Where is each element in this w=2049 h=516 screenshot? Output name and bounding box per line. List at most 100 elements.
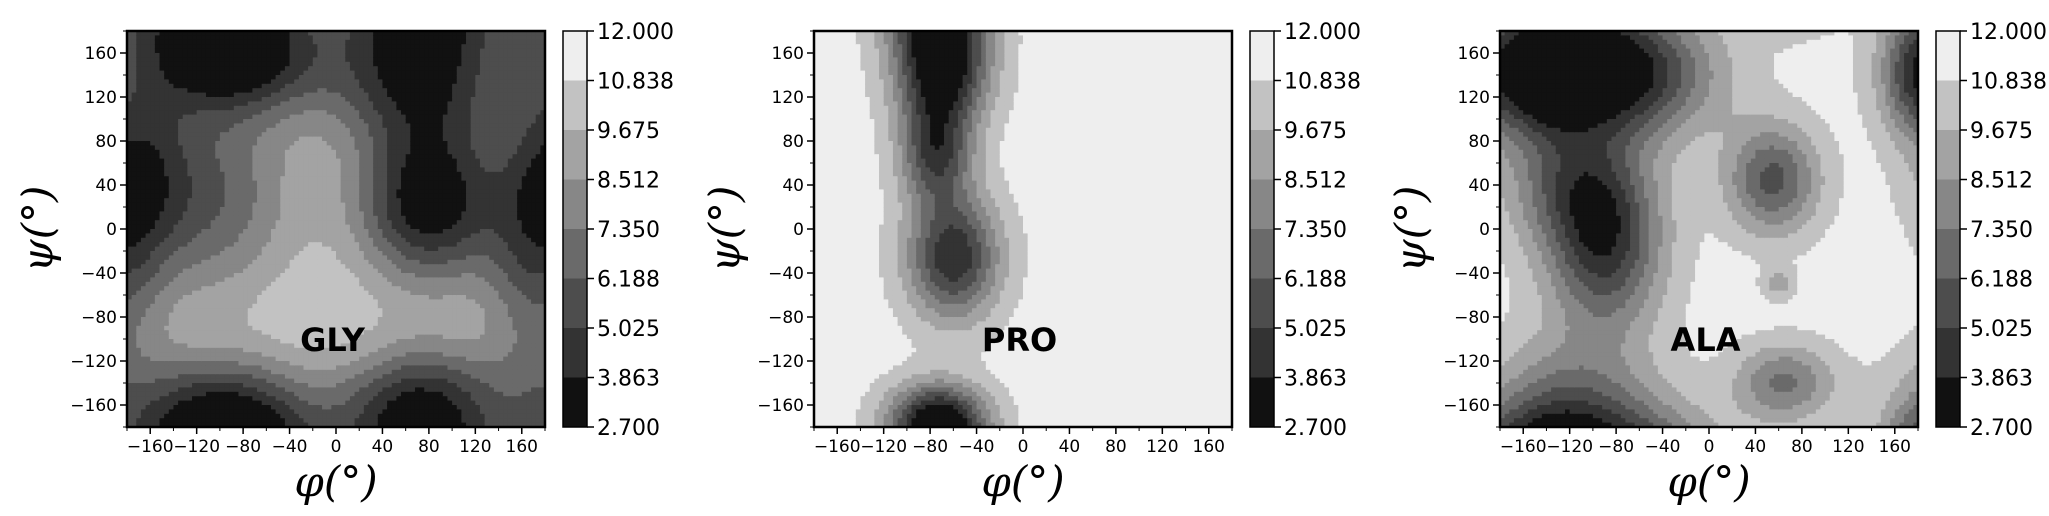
heatmap-cell — [284, 167, 291, 173]
heatmap-cell — [303, 308, 309, 314]
heatmap-cell — [201, 308, 207, 314]
heatmap-cell — [168, 79, 175, 85]
heatmap-cell — [349, 339, 356, 344]
heatmap-cell — [196, 268, 202, 274]
heatmap-cell — [294, 369, 300, 375]
heatmap-cell — [373, 211, 379, 217]
heatmap-cell — [382, 211, 388, 217]
heatmap-cell — [182, 70, 188, 76]
heatmap-cell — [154, 295, 161, 300]
heatmap-cell — [294, 233, 300, 239]
heatmap-cell — [178, 149, 184, 155]
heatmap-cell — [187, 123, 193, 129]
heatmap-cell — [201, 207, 207, 212]
heatmap-cell — [317, 53, 323, 58]
heatmap-cell — [173, 246, 179, 252]
heatmap-cell — [359, 299, 365, 305]
heatmap-cell — [294, 83, 300, 89]
heatmap-cell — [238, 185, 244, 190]
heatmap-cell — [280, 405, 286, 410]
heatmap-cell — [275, 299, 281, 305]
heatmap-cell — [205, 391, 212, 397]
heatmap-cell — [187, 202, 193, 208]
heatmap-cell — [178, 237, 184, 243]
heatmap-cell — [210, 202, 216, 208]
heatmap-cell — [168, 229, 175, 234]
heatmap-cell — [131, 57, 137, 63]
heatmap-cell — [145, 35, 151, 41]
heatmap-cell — [136, 391, 142, 397]
heatmap-cell — [154, 387, 161, 393]
heatmap-cell — [196, 242, 202, 248]
heatmap-cell — [210, 136, 216, 142]
heatmap-cell — [354, 202, 360, 208]
heatmap-cell — [363, 391, 370, 397]
heatmap-cell — [243, 233, 249, 239]
heatmap-cell — [349, 207, 356, 212]
heatmap-cell — [201, 189, 207, 195]
heatmap-cell — [303, 83, 309, 89]
heatmap-cell — [331, 251, 337, 256]
heatmap-cell — [178, 185, 184, 190]
heatmap-cell — [201, 396, 207, 402]
heatmap-cell — [196, 193, 202, 199]
heatmap-cell — [224, 264, 230, 270]
heatmap-cell — [326, 356, 332, 362]
heatmap-cell — [261, 180, 267, 186]
heatmap-cell — [257, 224, 263, 230]
heatmap-cell — [359, 35, 365, 41]
heatmap-cell — [336, 237, 342, 243]
heatmap-cell — [326, 273, 332, 278]
heatmap-cell — [127, 145, 133, 151]
heatmap-cell — [136, 317, 142, 322]
heatmap-cell — [284, 396, 291, 402]
heatmap-cell — [322, 31, 328, 36]
heatmap-cell — [303, 114, 309, 120]
heatmap-cell — [159, 141, 165, 146]
heatmap-cell — [140, 224, 147, 230]
heatmap-cell — [150, 185, 156, 190]
heatmap-cell — [150, 114, 156, 120]
heatmap-cell — [312, 281, 319, 287]
heatmap-cell — [215, 369, 221, 375]
heatmap-cell — [145, 189, 151, 195]
heatmap-cell — [150, 409, 156, 415]
heatmap-cell — [145, 79, 151, 85]
heatmap-cell — [359, 308, 365, 314]
heatmap-cell — [252, 39, 258, 45]
heatmap-cell — [164, 141, 170, 146]
heatmap-cell — [233, 251, 240, 256]
heatmap-cell — [294, 207, 300, 212]
heatmap-cell — [219, 180, 226, 186]
heatmap-cell — [261, 405, 267, 410]
heatmap-cell — [326, 387, 332, 393]
heatmap-cell — [205, 70, 212, 76]
heatmap-cell — [294, 251, 300, 256]
heatmap-cell — [326, 88, 332, 94]
heatmap-cell — [359, 44, 365, 50]
heatmap-cell — [224, 422, 230, 427]
heatmap-cell — [182, 396, 188, 402]
heatmap-cell — [215, 35, 221, 41]
heatmap-cell — [326, 229, 332, 234]
heatmap-cell — [359, 365, 365, 371]
heatmap-cell — [363, 290, 370, 296]
heatmap-cell — [368, 405, 374, 410]
heatmap-cell — [368, 163, 374, 168]
heatmap-cell — [322, 66, 328, 72]
heatmap-cell — [317, 361, 323, 366]
heatmap-cell — [192, 400, 198, 406]
heatmap-cell — [270, 44, 277, 50]
heatmap-cell — [159, 286, 165, 292]
heatmap-cell — [136, 334, 142, 340]
heatmap-cell — [308, 215, 314, 221]
heatmap-cell — [140, 114, 147, 120]
heatmap-cell — [345, 79, 351, 85]
heatmap-cell — [363, 215, 370, 221]
heatmap-cell — [336, 132, 342, 138]
heatmap-cell — [317, 79, 323, 85]
heatmap-cell — [303, 66, 309, 72]
heatmap-cell — [201, 229, 207, 234]
heatmap-cell — [354, 145, 360, 151]
heatmap-cell — [233, 224, 240, 230]
